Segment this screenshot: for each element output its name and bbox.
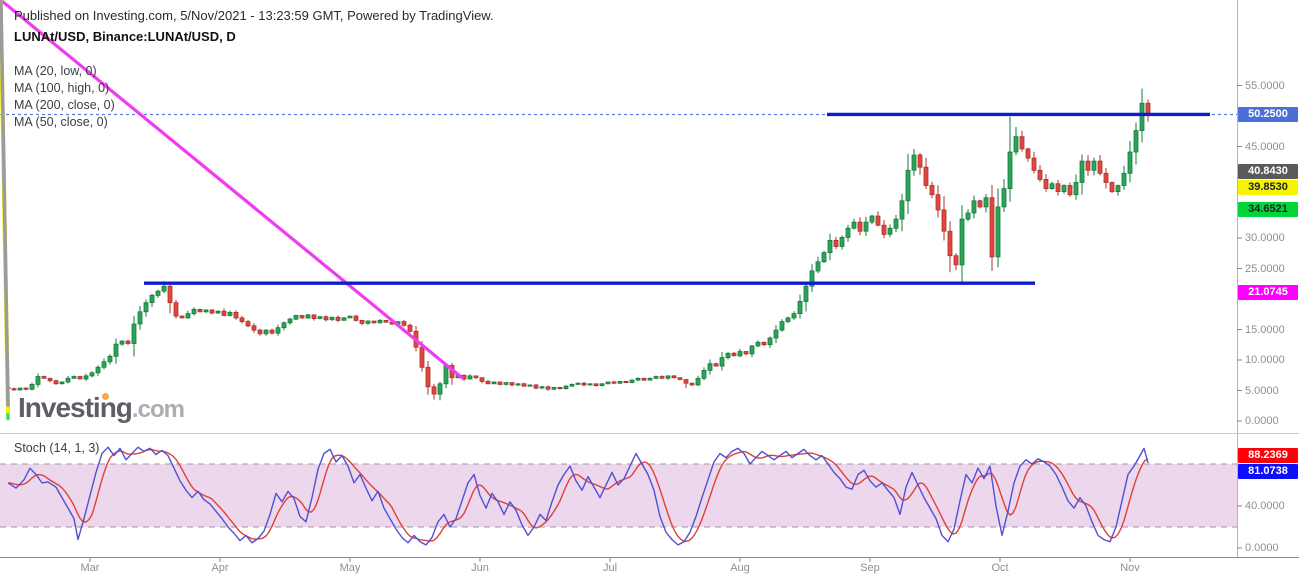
price-tick-5: 5.0000 [1245, 384, 1279, 397]
badge-ma-100-high: 34.6521 [1238, 202, 1298, 218]
published-line: Published on Investing.com, 5/Nov/2021 -… [14, 8, 494, 23]
investing-logo-suffix: .com [131, 396, 185, 423]
price-tick-55: 55.0000 [1245, 79, 1285, 92]
month-label-mar: Mar [80, 562, 100, 574]
legend-item-ma-50-close[interactable]: MA (50, close, 0) [14, 115, 108, 129]
legend-item-ma-200-close[interactable]: MA (200, close, 0) [14, 98, 115, 112]
month-label-jun: Jun [471, 562, 489, 574]
month-label-apr: Apr [211, 562, 229, 574]
month-label-oct: Oct [991, 562, 1009, 574]
badge-ma-50-close: 39.8530 [1238, 180, 1298, 196]
legend-item-ma-20-low[interactable]: MA (20, low, 0) [14, 64, 97, 78]
badge-ma-200-close: 21.0745 [1238, 284, 1298, 300]
month-label-may: May [339, 562, 361, 574]
month-label-jul: Jul [602, 562, 618, 574]
badge-stoch-k: 81.0738 [1238, 463, 1298, 479]
badge-ma-20-low: 40.8430 [1238, 164, 1298, 180]
investing-logo-text: Investing [18, 392, 133, 423]
price-tick-0: 0.0000 [1245, 415, 1279, 427]
legend-item-ma-100-high[interactable]: MA (100, high, 0) [14, 81, 110, 95]
investing-logo-dot-icon [102, 393, 109, 400]
stoch-indicator-label[interactable]: Stoch (14, 1, 3) [14, 441, 100, 455]
price-axis[interactable]: 55.0000 45.0000 30.0000 25.0000 15.0000 10.00… [1237, 0, 1299, 580]
time-axis[interactable]: Mar Apr May Jun Jul Aug Sep Oct Nov [0, 557, 1299, 580]
price-tick-25: 25.0000 [1245, 262, 1285, 275]
badge-stoch-d: 88.2369 [1238, 447, 1298, 463]
stoch-tick-0: 0.0000 [1245, 542, 1279, 554]
ma-legend: MA (20, low, 0) MA (100, high, 0) MA (20… [14, 64, 115, 132]
price-tick-10: 10.0000 [1245, 354, 1285, 366]
month-label-nov: Nov [1120, 562, 1140, 574]
price-tick-15: 15.0000 [1245, 323, 1285, 336]
badge-last-price: 50.2500 [1238, 106, 1298, 122]
month-label-aug: Aug [730, 562, 750, 574]
stoch-tick-40: 40.0000 [1245, 500, 1285, 512]
month-label-sep: Sep [860, 562, 880, 574]
price-tick-45: 45.0000 [1245, 140, 1285, 153]
price-tick-30: 30.0000 [1245, 232, 1285, 244]
investing-watermark: Investing.com [18, 392, 185, 424]
symbol-title: LUNAt/USD, Binance:LUNAt/USD, D [14, 29, 236, 44]
